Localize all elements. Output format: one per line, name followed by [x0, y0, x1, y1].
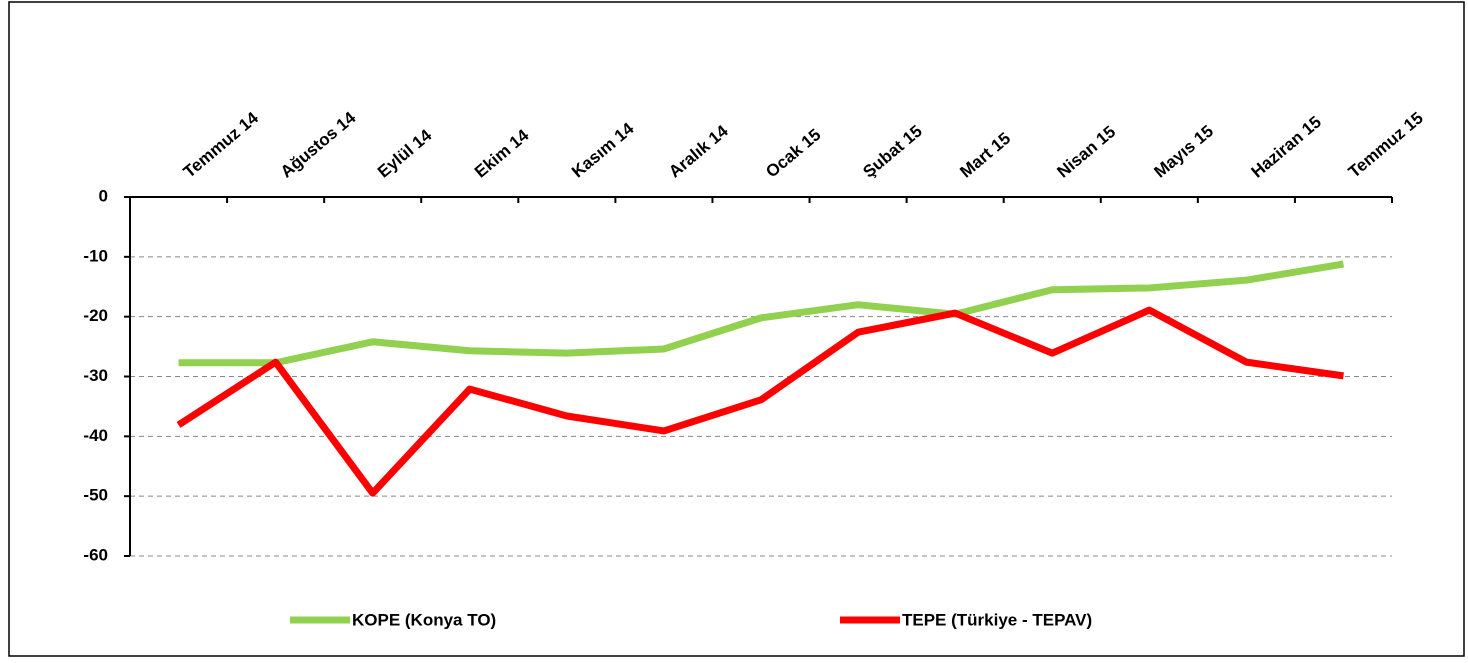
- y-tick-label: -60: [83, 545, 108, 564]
- legend-label: TEPE (Türkiye - TEPAV): [902, 610, 1092, 629]
- series-line: [178, 260, 1345, 367]
- series-line: [176, 306, 1344, 497]
- y-tick-label: -20: [83, 306, 108, 325]
- y-tick-label: -50: [83, 486, 108, 505]
- y-tick-label: 0: [99, 186, 108, 205]
- y-tick-label: -40: [83, 426, 108, 445]
- legend-label: KOPE (Konya TO): [352, 610, 496, 629]
- y-tick-label: -10: [83, 246, 108, 265]
- y-tick-label: -30: [83, 366, 108, 385]
